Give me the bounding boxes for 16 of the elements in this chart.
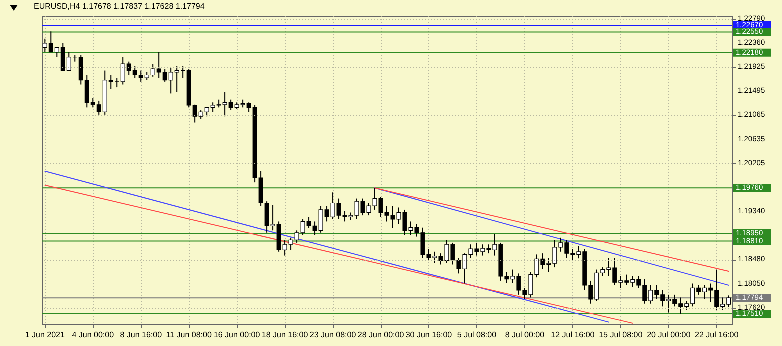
x-tick-label: 5 Jul 08:00	[457, 330, 498, 340]
x-tick-label: 1 Jun 2021	[25, 330, 66, 340]
x-tick-label: 8 Jul 00:00	[505, 330, 546, 340]
x-tick-label: 15 Jul 08:00	[599, 330, 644, 340]
x-tick-label: 4 Jun 00:00	[72, 330, 115, 340]
x-tick-label: 23 Jun 08:00	[310, 330, 357, 340]
x-tick-label: 28 Jun 00:00	[358, 330, 405, 340]
x-tick-label: 20 Jul 00:00	[647, 330, 692, 340]
x-tick-label: 18 Jun 16:00	[262, 330, 309, 340]
x-tick-label: 30 Jun 16:00	[406, 330, 453, 340]
x-tick-label: 11 Jun 08:00	[166, 330, 212, 340]
x-tick-label: 16 Jun 00:00	[214, 330, 261, 340]
x-tick-label: 12 Jul 16:00	[551, 330, 596, 340]
x-tick-label: 22 Jul 16:00	[695, 330, 740, 340]
x-tick-label: 8 Jun 16:00	[120, 330, 163, 340]
chart-title: EURUSD,H4 1.17678 1.17837 1.17628 1.17794	[34, 2, 206, 11]
